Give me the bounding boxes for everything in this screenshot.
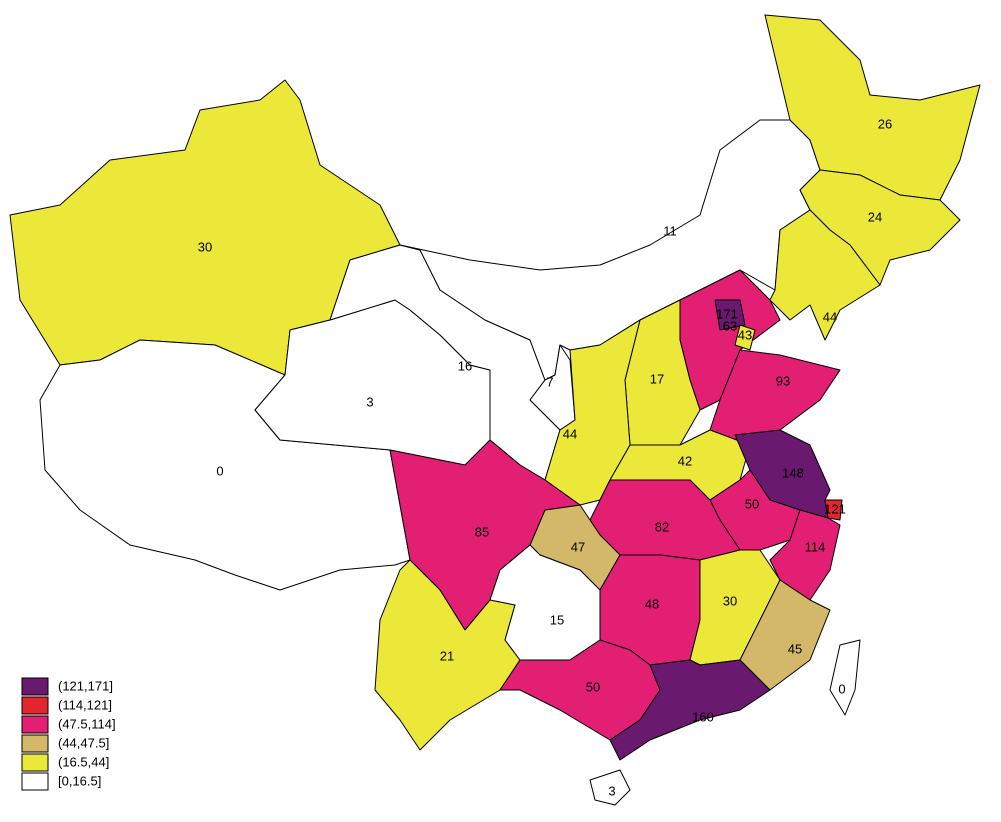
region-label: 30 [198, 239, 212, 254]
region [824, 499, 843, 521]
region-label: 43 [738, 327, 752, 342]
region-label: 11 [663, 223, 677, 238]
region-label: 114 [805, 539, 826, 554]
region-label: 21 [440, 648, 454, 663]
region [769, 509, 841, 601]
region [829, 639, 861, 716]
region [589, 769, 631, 806]
legend-swatch [21, 734, 49, 753]
legend-label: (114,121] [58, 697, 112, 712]
legend-label: (47.5,114] [58, 716, 116, 731]
legend-label: (44,47.5] [58, 735, 109, 750]
region-label: 93 [776, 373, 790, 388]
region-label: 26 [878, 116, 892, 131]
region-label: 85 [475, 524, 489, 539]
legend-swatch [21, 772, 49, 791]
region-label: 3 [608, 783, 615, 798]
region-label: 48 [645, 596, 659, 611]
region-label: 7 [546, 374, 553, 389]
legend-swatch [21, 677, 49, 696]
region-label: 47 [571, 539, 585, 554]
legend-swatch [21, 715, 49, 734]
region-label: 15 [550, 612, 564, 627]
region-label: 44 [823, 309, 837, 324]
region [609, 659, 771, 761]
region-label: 17 [650, 371, 664, 386]
region-label: 45 [788, 641, 802, 656]
legend-label: [0,16.5] [58, 773, 101, 788]
region-label: 148 [782, 465, 804, 480]
legend-swatch [21, 696, 49, 715]
region-label: 50 [586, 679, 600, 694]
region [764, 14, 981, 201]
region-label: 24 [868, 209, 882, 224]
region-label: 44 [563, 426, 577, 441]
region-label: 3 [366, 394, 373, 409]
regions [9, 14, 981, 806]
legend-swatch [21, 753, 49, 772]
region [734, 324, 756, 351]
region-label: 0 [838, 681, 845, 696]
region-label: 42 [678, 453, 692, 468]
region-label: 160 [692, 709, 714, 724]
region-label: 0 [216, 463, 223, 478]
region-label: 82 [655, 519, 669, 534]
region [39, 339, 411, 591]
region [714, 299, 746, 331]
region [769, 209, 881, 341]
region-label: 171 [716, 306, 738, 321]
legend-label: (121,171] [58, 678, 113, 693]
region-label: 30 [723, 593, 737, 608]
region-label: 121 [824, 501, 846, 516]
region-label: 63 [723, 318, 737, 333]
region-label: 16 [458, 358, 472, 373]
legend: (121,171] (114,121] (47.5,114] (44,47.5] (16… [21, 677, 116, 791]
legend-label: (16.5,44] [58, 754, 109, 769]
region-label: 50 [745, 496, 759, 511]
